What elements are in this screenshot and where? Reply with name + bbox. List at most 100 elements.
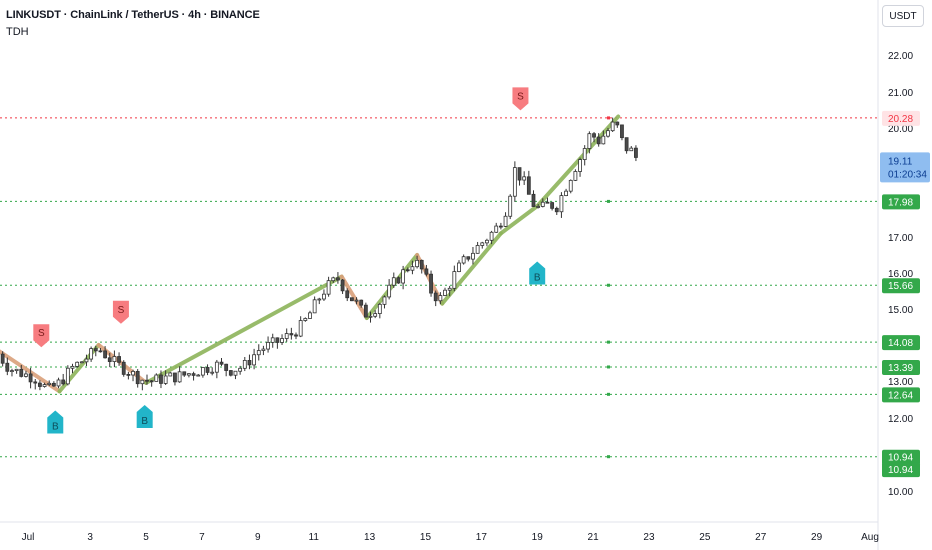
level-price-label-bg [882, 194, 920, 210]
candle-body [196, 374, 201, 377]
candle-body [559, 195, 564, 213]
candle-body [266, 341, 270, 350]
candle-body [494, 225, 499, 233]
candle-body [252, 354, 257, 366]
current-price-countdown: 01:20:34 [888, 169, 927, 180]
candle-body [56, 379, 61, 387]
candle-body [256, 350, 261, 356]
candle-body [443, 289, 447, 296]
candle-body [485, 239, 489, 244]
candle-body [610, 121, 615, 132]
candle-body [368, 315, 373, 318]
candle-body [70, 365, 75, 369]
x-tick-label: 27 [755, 532, 767, 543]
level-price-label: 14.08 [888, 338, 913, 349]
signal-letter: S [517, 91, 524, 102]
candle-body [177, 371, 182, 383]
level-dot [607, 199, 610, 203]
candle-body [498, 225, 503, 228]
level-price-label: 12.64 [888, 390, 913, 401]
y-tick-label: 16.00 [888, 269, 913, 280]
trend-line [440, 231, 503, 306]
level-price-label-bg [882, 110, 920, 126]
level-dot [607, 340, 610, 344]
candle-body [173, 372, 177, 383]
signal-shape [112, 300, 129, 324]
candle-body [270, 337, 275, 343]
x-tick-label: Jul [22, 532, 35, 543]
y-tick-label: 17.00 [888, 233, 913, 244]
level-price-label: 10.94 [888, 465, 913, 476]
candle-body [242, 360, 247, 369]
candle-body [121, 361, 126, 375]
candle-body [377, 303, 382, 314]
x-tick-label: 13 [364, 532, 376, 543]
signal-shape [136, 405, 153, 428]
candle-body [98, 350, 103, 353]
y-tick-label: 13.00 [888, 377, 913, 388]
candle-body [349, 297, 354, 302]
signal-letter: B [141, 416, 148, 427]
candle-body [14, 368, 19, 372]
candle-body [592, 133, 596, 138]
buy-signal-marker: B [529, 261, 546, 285]
currency-button[interactable]: USDT [882, 5, 924, 27]
candle-body [531, 193, 536, 207]
sell-signal-marker: S [112, 300, 129, 324]
candle-body [410, 266, 415, 271]
candle-body [387, 284, 392, 298]
candle-body [578, 159, 582, 172]
candle-body [401, 269, 406, 284]
candle-body [629, 147, 634, 152]
candle-body [396, 277, 401, 284]
candle-body [624, 137, 629, 152]
candle-body [140, 379, 145, 385]
candle-body [424, 268, 429, 275]
current-price-value: 19.11 [888, 156, 913, 167]
trend-line [339, 274, 369, 320]
candle-body [466, 256, 471, 260]
candle-body [131, 371, 135, 376]
candle-body [117, 356, 121, 363]
candle-body [545, 201, 550, 204]
candle-body [615, 121, 620, 126]
level-price-label-bg [882, 359, 920, 375]
candle-body [568, 179, 573, 192]
level-dot [607, 365, 610, 369]
candle-body [312, 299, 317, 314]
candle-body [298, 320, 303, 337]
sell-signal-marker: S [33, 324, 50, 348]
level-price-label: 17.98 [888, 197, 913, 208]
candle-body [28, 373, 33, 383]
candle-body [503, 215, 508, 227]
signal-letter: S [118, 305, 125, 316]
candle-body [382, 296, 387, 305]
candle-body [275, 337, 280, 343]
x-tick-label: 25 [699, 532, 711, 543]
x-tick-label: 7 [199, 532, 205, 543]
candle-body [0, 353, 5, 364]
candle-body [419, 259, 424, 270]
candle-body [205, 367, 210, 373]
candle-body [415, 259, 419, 268]
x-tick-label: 11 [309, 532, 320, 543]
signal-shape [47, 410, 64, 434]
candle-body [89, 348, 94, 360]
candle-body [24, 373, 28, 377]
trend-line [364, 253, 420, 320]
level-dot [607, 392, 610, 396]
candle-body [38, 382, 42, 387]
candle-body [447, 287, 452, 291]
candle-body [564, 190, 568, 197]
candle-body [187, 373, 191, 376]
candle-body [168, 372, 173, 377]
candle-body [135, 371, 140, 385]
level-price-label: 15.66 [888, 281, 913, 292]
candle-body [238, 367, 243, 372]
candle-body [42, 384, 47, 387]
candle-body [405, 269, 410, 272]
candle-body [75, 361, 80, 367]
sell-signal-marker: S [512, 87, 529, 111]
